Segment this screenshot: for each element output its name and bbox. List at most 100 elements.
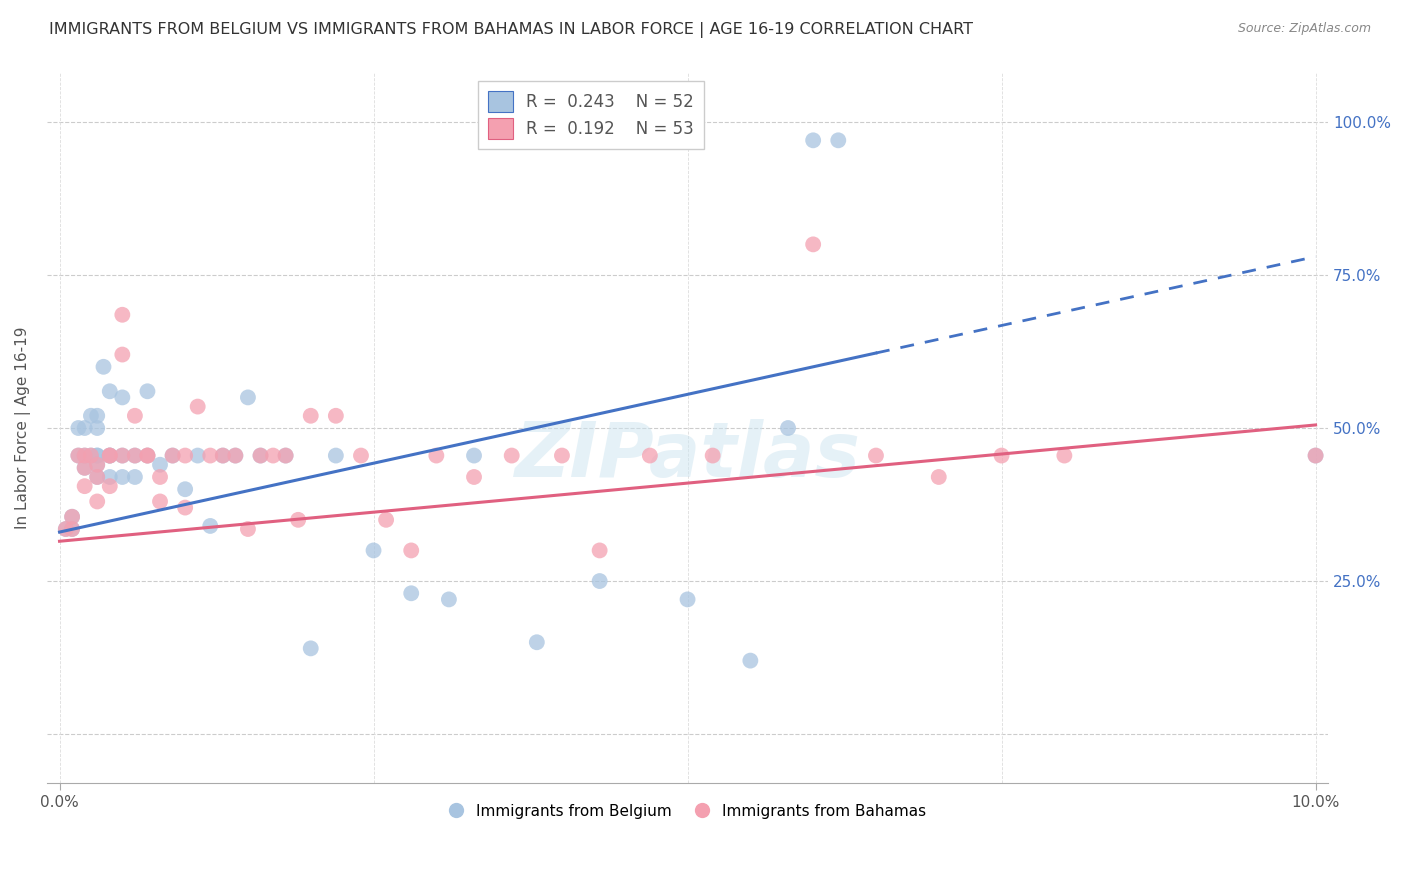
Point [136,449,159,463]
Point [98,449,121,463]
Point [73,449,96,463]
Point [287,513,309,527]
Text: ZIPatlas: ZIPatlas [515,419,860,493]
Point [174,449,197,463]
Point [1053,449,1076,463]
Point [86,458,108,472]
Point [325,449,347,463]
Point [162,449,184,463]
Point [73,449,96,463]
Point [425,449,447,463]
Point [187,449,209,463]
Point [98,449,121,463]
Point [98,384,121,399]
Point [827,133,849,147]
Point [98,470,121,484]
Point [399,543,422,558]
Point [136,384,159,399]
Point [111,391,134,405]
Point [67,421,90,435]
Legend: Immigrants from Belgium, Immigrants from Bahamas: Immigrants from Belgium, Immigrants from… [443,797,932,825]
Point [73,479,96,493]
Point [990,449,1012,463]
Point [55,522,77,536]
Point [93,359,115,374]
Point [463,470,485,484]
Point [363,543,385,558]
Point [149,470,172,484]
Point [350,449,373,463]
Point [638,449,661,463]
Point [111,308,134,322]
Point [299,641,322,656]
Point [162,449,184,463]
Point [136,449,159,463]
Point [211,449,233,463]
Point [274,449,297,463]
Point [86,470,108,484]
Point [437,592,460,607]
Point [60,509,83,524]
Point [111,449,134,463]
Point [801,133,824,147]
Point [200,449,222,463]
Point [501,449,523,463]
Point [67,449,90,463]
Point [55,522,77,536]
Point [399,586,422,600]
Point [928,470,950,484]
Point [262,449,284,463]
Point [124,470,146,484]
Point [73,460,96,475]
Point [249,449,271,463]
Point [124,449,146,463]
Point [86,449,108,463]
Point [776,421,799,435]
Point [299,409,322,423]
Point [702,449,724,463]
Point [588,543,610,558]
Point [149,458,172,472]
Point [375,513,398,527]
Point [60,522,83,536]
Point [249,449,271,463]
Point [149,494,172,508]
Point [865,449,887,463]
Point [463,449,485,463]
Point [80,409,103,423]
Point [98,449,121,463]
Point [211,449,233,463]
Point [187,400,209,414]
Text: Source: ZipAtlas.com: Source: ZipAtlas.com [1237,22,1371,36]
Point [801,237,824,252]
Point [1305,449,1327,463]
Point [86,409,108,423]
Point [274,449,297,463]
Point [86,470,108,484]
Point [111,470,134,484]
Point [325,409,347,423]
Point [98,479,121,493]
Point [236,391,259,405]
Point [174,482,197,496]
Point [80,449,103,463]
Point [124,449,146,463]
Point [124,409,146,423]
Point [67,449,90,463]
Point [86,458,108,472]
Point [73,421,96,435]
Point [588,574,610,588]
Point [86,449,108,463]
Point [236,522,259,536]
Point [200,519,222,533]
Point [60,509,83,524]
Point [86,421,108,435]
Point [224,449,246,463]
Point [80,449,103,463]
Point [73,460,96,475]
Point [111,449,134,463]
Point [86,494,108,508]
Point [740,654,762,668]
Point [136,449,159,463]
Point [551,449,574,463]
